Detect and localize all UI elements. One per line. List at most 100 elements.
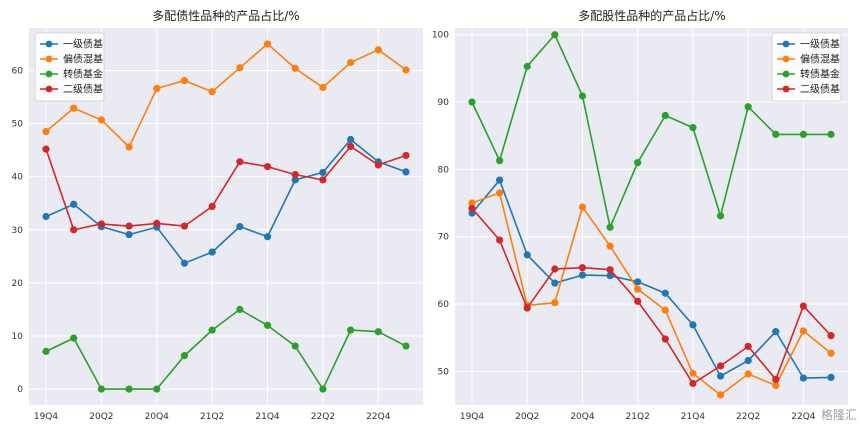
data-point (291, 342, 299, 350)
data-point (180, 259, 189, 267)
data-point (772, 328, 780, 336)
series-line (471, 207, 832, 385)
data-point (827, 373, 835, 381)
y-tick-label: 30 (12, 226, 24, 236)
data-point (523, 251, 531, 259)
data-point (291, 170, 299, 179)
data-point (716, 362, 725, 370)
data-point (236, 158, 244, 166)
data-point (70, 334, 78, 342)
data-point (468, 204, 476, 213)
data-point (578, 92, 587, 100)
legend-label: 偏债混基 (63, 53, 103, 66)
data-point (744, 356, 752, 365)
data-point (827, 130, 835, 138)
data-point (180, 222, 189, 230)
data-point (716, 391, 725, 399)
x-tick-label: 22Q2 (311, 412, 335, 422)
x-tick-label: 21Q2 (200, 412, 224, 422)
data-point (799, 327, 807, 335)
data-point (689, 124, 697, 132)
data-point (42, 127, 50, 136)
data-point (496, 157, 504, 165)
data-point (716, 372, 725, 380)
legend-label: 一级债基 (800, 38, 840, 51)
data-point (97, 385, 105, 393)
data-point (319, 168, 327, 177)
data-point (468, 98, 476, 106)
data-point (263, 233, 272, 241)
data-point (772, 375, 780, 384)
y-tick-label: 10 (12, 332, 24, 342)
data-point (374, 46, 382, 54)
data-point (236, 305, 244, 314)
data-point (208, 326, 216, 334)
data-point (125, 385, 133, 393)
data-point (153, 385, 161, 393)
data-point (347, 326, 355, 334)
series-line (45, 145, 407, 231)
legend-label: 二级债基 (63, 83, 103, 96)
data-point (606, 223, 614, 231)
data-point (374, 161, 382, 169)
data-point (153, 84, 161, 93)
chart-title: 多配股性品种的产品占比/% (578, 8, 725, 23)
x-tick-label: 20Q2 (89, 412, 113, 422)
legend-label: 偏债混基 (800, 53, 840, 66)
y-tick-label: 50 (12, 120, 24, 130)
legend-label: 转债基金 (800, 68, 840, 81)
x-tick-label: 19Q4 (34, 412, 59, 422)
data-point (799, 130, 807, 138)
series-line (45, 138, 407, 265)
data-point (578, 203, 587, 211)
right-chart-panel: 50 60 70 80 90 100 19Q4 20Q2 20Q4 21Q2 21Q4 22Q2 22Q… (432, 8, 848, 422)
data-point (496, 236, 504, 244)
data-point (208, 248, 216, 256)
data-point (42, 212, 50, 221)
data-point (347, 58, 355, 67)
data-point (661, 289, 669, 297)
x-tick-label: 22Q2 (736, 412, 760, 422)
data-point (689, 321, 697, 329)
data-point (689, 379, 697, 388)
x-tick-label: 22Q4 (791, 412, 816, 422)
x-tick-label: 20Q2 (515, 412, 539, 422)
data-point (263, 162, 272, 171)
x-tick-label: 20Q4 (145, 412, 170, 422)
data-point (744, 103, 752, 111)
legend-swatch-marker (45, 70, 53, 78)
y-tick-label: 60 (438, 300, 450, 310)
data-point (319, 176, 327, 184)
data-point (42, 145, 50, 153)
data-point (551, 299, 559, 307)
data-point (319, 83, 327, 92)
data-point (153, 219, 161, 228)
data-point (236, 64, 244, 72)
data-point (523, 62, 531, 70)
data-point (291, 64, 299, 72)
data-point (551, 31, 559, 39)
legend-swatch-marker (782, 55, 790, 63)
data-point (70, 200, 78, 208)
legend-swatch-marker (45, 55, 53, 63)
y-tick-label: 60 (12, 66, 24, 76)
data-point (744, 370, 752, 378)
data-point (827, 349, 835, 357)
legend-label: 二级债基 (800, 83, 840, 96)
y-tick-label: 20 (12, 279, 24, 289)
data-point (347, 135, 355, 144)
data-point (496, 189, 504, 197)
data-point (578, 271, 587, 279)
series-line (471, 178, 832, 379)
data-point (208, 202, 216, 211)
data-point (263, 321, 272, 329)
x-tick-label: 22Q4 (366, 412, 391, 422)
legend-label: 一级债基 (63, 38, 103, 51)
data-point (578, 264, 587, 272)
legend-swatch-marker (782, 40, 790, 48)
data-point (97, 220, 105, 228)
data-point (180, 76, 189, 85)
y-tick-label: 40 (12, 173, 24, 183)
data-point (70, 104, 78, 112)
